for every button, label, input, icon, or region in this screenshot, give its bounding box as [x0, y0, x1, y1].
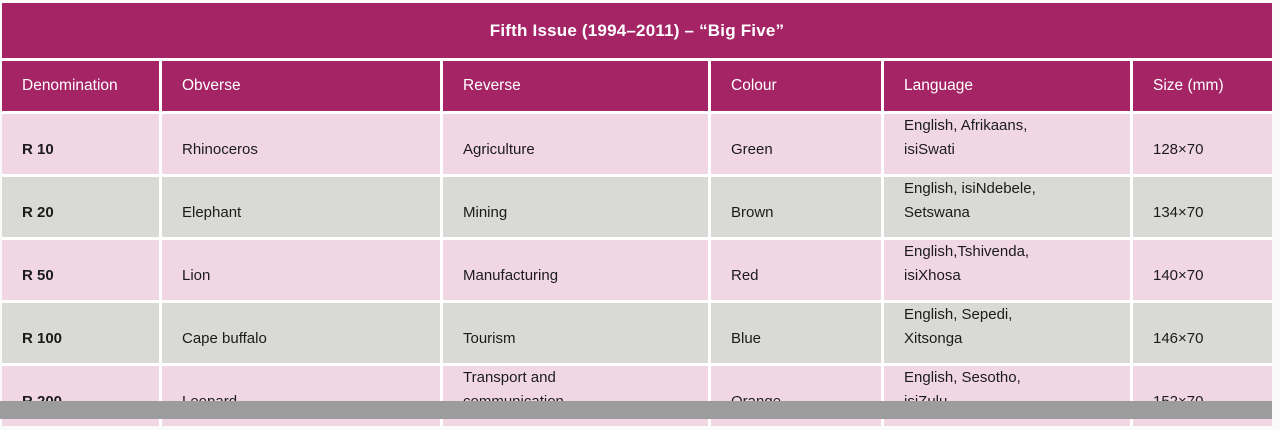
cell-size: 134×70: [1133, 177, 1272, 240]
table-row-r20: R 20 Elephant Mining Brown English, isiN…: [2, 177, 1272, 240]
table-row-r100: R 100 Cape buffalo Tourism Blue English,…: [2, 303, 1272, 366]
column-header-language: Language: [884, 61, 1133, 114]
cell-reverse: Manufacturing: [443, 240, 711, 303]
cell-language: English, Afrikaans, isiSwati: [884, 114, 1133, 177]
column-header-size: Size (mm): [1133, 61, 1272, 114]
cell-colour: Red: [711, 240, 884, 303]
cell-language: English, Sepedi, Xitsonga: [884, 303, 1133, 366]
column-header-denomination: Denomination: [2, 61, 162, 114]
cell-language: English,Tshivenda, isiXhosa: [884, 240, 1133, 303]
cell-obverse: Lion: [162, 240, 443, 303]
banknote-table: Fifth Issue (1994–2011) – “Big Five” Den…: [2, 3, 1272, 426]
cell-size: 146×70: [1133, 303, 1272, 366]
cell-reverse: Agriculture: [443, 114, 711, 177]
cell-obverse: Cape buffalo: [162, 303, 443, 366]
cell-denomination: R 100: [2, 303, 162, 366]
cell-colour: Blue: [711, 303, 884, 366]
table-header-row: Denomination Obverse Reverse Colour Lang…: [2, 61, 1272, 114]
column-header-reverse: Reverse: [443, 61, 711, 114]
column-header-colour: Colour: [711, 61, 884, 114]
cell-language: English, isiNdebele, Setswana: [884, 177, 1133, 240]
table-bottom-bar: [0, 401, 1272, 419]
cell-colour: Brown: [711, 177, 884, 240]
table-title: Fifth Issue (1994–2011) – “Big Five”: [2, 3, 1272, 61]
table-title-row: Fifth Issue (1994–2011) – “Big Five”: [2, 3, 1272, 61]
cell-obverse: Elephant: [162, 177, 443, 240]
cell-denomination: R 50: [2, 240, 162, 303]
cell-reverse: Tourism: [443, 303, 711, 366]
cell-size: 140×70: [1133, 240, 1272, 303]
cell-colour: Green: [711, 114, 884, 177]
cell-size: 128×70: [1133, 114, 1272, 177]
cell-denomination: R 20: [2, 177, 162, 240]
table-row-r10: R 10 Rhinoceros Agriculture Green Englis…: [2, 114, 1272, 177]
table-row-r50: R 50 Lion Manufacturing Red English,Tshi…: [2, 240, 1272, 303]
column-header-obverse: Obverse: [162, 61, 443, 114]
cell-denomination: R 10: [2, 114, 162, 177]
cell-obverse: Rhinoceros: [162, 114, 443, 177]
cell-reverse: Mining: [443, 177, 711, 240]
